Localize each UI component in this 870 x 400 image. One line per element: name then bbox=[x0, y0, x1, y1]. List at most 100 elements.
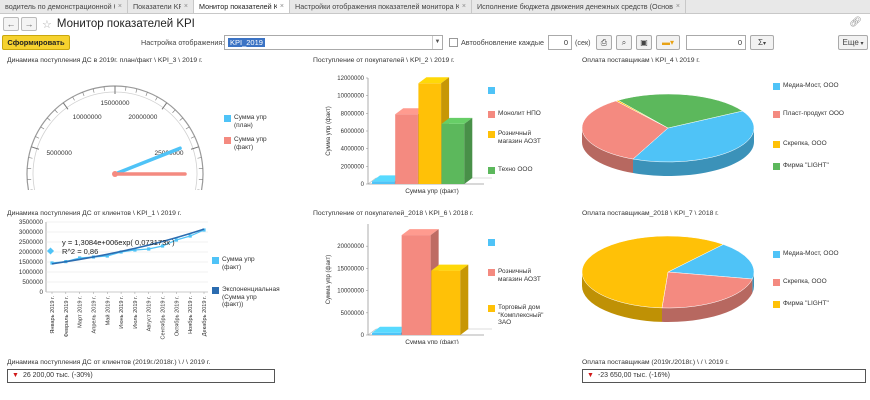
y-tick-label: 12000000 bbox=[337, 76, 364, 82]
tab-0[interactable]: водитель по демонстрационной базе× bbox=[0, 0, 128, 13]
chevron-down-icon: ▾ bbox=[858, 41, 864, 47]
legend-swatch bbox=[773, 162, 780, 170]
y-tick-label: 0 bbox=[40, 289, 44, 296]
legend-label: Экспоненциальная (Сумма упр (факт)) bbox=[222, 286, 280, 308]
legend-swatch bbox=[488, 130, 495, 138]
link-icon[interactable]: 🔗︎ bbox=[849, 17, 862, 28]
tab-2[interactable]: Монитор показателей KPI × bbox=[194, 0, 290, 13]
legend-swatch bbox=[488, 86, 495, 94]
tab-3[interactable]: Настройки отображения показателей монито… bbox=[290, 0, 472, 13]
legend-label: Сумма упр (факт) bbox=[234, 136, 267, 151]
gauge-tick-label: 5000000 bbox=[47, 150, 73, 157]
settings-menu-button[interactable]: ▬▾ bbox=[656, 35, 680, 50]
panel-title-kpi1: Динамика поступления ДС от клиентов \ KP… bbox=[7, 210, 182, 217]
preview-button[interactable]: ⌕ bbox=[616, 35, 632, 50]
legend-item: Розничный магазин АОЗТ bbox=[488, 268, 542, 283]
bar-top bbox=[372, 175, 403, 182]
gauge-tick bbox=[40, 126, 45, 130]
y-tick-label: 20000000 bbox=[337, 244, 364, 250]
legend-item: Фирма "LIGHT" bbox=[773, 162, 855, 170]
legend-item: Сумма упр (факт) bbox=[224, 136, 282, 151]
bar-top bbox=[441, 117, 473, 124]
close-icon[interactable]: × bbox=[461, 3, 466, 10]
number-input[interactable]: 0 bbox=[686, 35, 746, 50]
autoupdate-checkbox[interactable] bbox=[449, 38, 458, 47]
y-tick-label: 1500000 bbox=[19, 259, 44, 266]
tab-bar: водитель по демонстрационной базе×Показа… bbox=[0, 0, 870, 14]
legend-item: Сумма упр (план) bbox=[224, 114, 282, 129]
y-tick-label: 2500000 bbox=[19, 239, 44, 246]
generate-button[interactable]: Сформировать bbox=[2, 35, 70, 50]
x-tick-label: Март 2019 г. bbox=[78, 296, 84, 328]
toolbar: Сформировать Настройка отображения: KPI_… bbox=[0, 35, 870, 51]
bar-front bbox=[418, 83, 442, 184]
gauge-tick bbox=[179, 117, 183, 121]
title-bar: ← → ☆ Монитор показателей KPI 🔗︎ bbox=[0, 14, 870, 34]
floor-edge bbox=[367, 177, 377, 185]
y-tick-label: 15000000 bbox=[337, 266, 364, 272]
pie-slice-side bbox=[662, 278, 753, 322]
y-axis-label: Сумма упр (факт) bbox=[326, 255, 332, 304]
y-tick-label: 3000000 bbox=[19, 229, 44, 236]
kpi-title-clients: Динамика поступления ДС от клиентов (201… bbox=[7, 359, 211, 366]
gauge-tick bbox=[72, 96, 75, 101]
bar bbox=[431, 264, 469, 335]
sum-button[interactable]: Σ▾ bbox=[750, 35, 774, 50]
close-icon[interactable]: × bbox=[117, 3, 122, 10]
save-button[interactable]: ▣ bbox=[636, 35, 652, 50]
bar-side bbox=[460, 264, 469, 335]
y-axis-label: Сумма упр (факт) bbox=[326, 106, 332, 155]
sigma-icon: Σ bbox=[758, 38, 763, 47]
star-icon[interactable]: ☆ bbox=[42, 18, 52, 31]
close-icon[interactable]: × bbox=[279, 3, 284, 10]
x-tick-label: Май 2019 г. bbox=[104, 296, 111, 326]
legend-swatch bbox=[773, 300, 780, 308]
close-icon[interactable]: × bbox=[183, 3, 188, 10]
tab-4[interactable]: Исполнение бюджета движения денежных сре… bbox=[472, 0, 686, 13]
seconds-label: (сек) bbox=[575, 38, 591, 47]
tab-1[interactable]: Показатели KPI × bbox=[128, 0, 194, 13]
pie-slice bbox=[667, 244, 755, 280]
x-tick-label: Сентябрь 2019 г. bbox=[161, 296, 167, 340]
gauge-tick bbox=[92, 88, 95, 93]
x-axis-label: Сумма упр (факт) bbox=[405, 188, 459, 195]
legend-label: Сумма упр (факт) bbox=[222, 256, 255, 271]
series-point bbox=[174, 238, 178, 242]
series-point bbox=[105, 254, 109, 258]
gauge-tick bbox=[197, 157, 202, 159]
bar-top bbox=[418, 77, 450, 84]
settings-select[interactable]: KPI_2019 ▼ bbox=[224, 35, 443, 50]
x-tick-label: Июль 2019 г. bbox=[133, 296, 139, 329]
tab-label: Монитор показателей KPI bbox=[199, 2, 277, 11]
pie-slice-side bbox=[582, 272, 663, 322]
more-button[interactable]: Еще ▾ bbox=[838, 35, 868, 50]
triangle-down-icon: ▼ bbox=[12, 372, 19, 379]
legend-label: Медиа-Мост, ООО bbox=[783, 250, 839, 257]
forward-button[interactable]: → bbox=[21, 17, 37, 31]
y-tick-label: 4000000 bbox=[341, 147, 365, 153]
gauge-tick bbox=[125, 86, 127, 91]
close-icon[interactable]: × bbox=[675, 3, 680, 10]
chevron-down-icon[interactable]: ▼ bbox=[432, 36, 442, 49]
settings-value: KPI_2019 bbox=[228, 38, 265, 47]
back-button[interactable]: ← bbox=[3, 17, 19, 31]
pie-slice bbox=[581, 235, 724, 309]
series-line bbox=[51, 228, 205, 265]
legend-swatch bbox=[773, 250, 780, 258]
panel-title-kpi7: Оплата поставщикам_2018 \ KPI_7 \ 2018 г… bbox=[582, 210, 719, 217]
series-point bbox=[78, 256, 82, 260]
series-point bbox=[133, 248, 137, 252]
legend-item: Техно ООО bbox=[488, 166, 542, 174]
autoupdate-seconds-input[interactable]: 0 bbox=[548, 35, 572, 50]
more-label: Еще bbox=[842, 38, 859, 47]
legend-item: Медиа-Мост, ООО bbox=[773, 82, 855, 90]
legend-swatch bbox=[224, 114, 231, 122]
panel-title-kpi2: Поступление от покупателей \ KPI_2 \ 201… bbox=[313, 57, 455, 64]
gauge-tick bbox=[35, 136, 40, 139]
y-tick-label: 0 bbox=[361, 182, 365, 188]
print-button[interactable]: ⎙ bbox=[596, 35, 612, 50]
bar-front bbox=[401, 235, 431, 335]
chevron-down-icon: ▾ bbox=[762, 41, 766, 47]
pie-chart-2018 bbox=[581, 235, 755, 322]
legend-swatch bbox=[224, 136, 231, 144]
